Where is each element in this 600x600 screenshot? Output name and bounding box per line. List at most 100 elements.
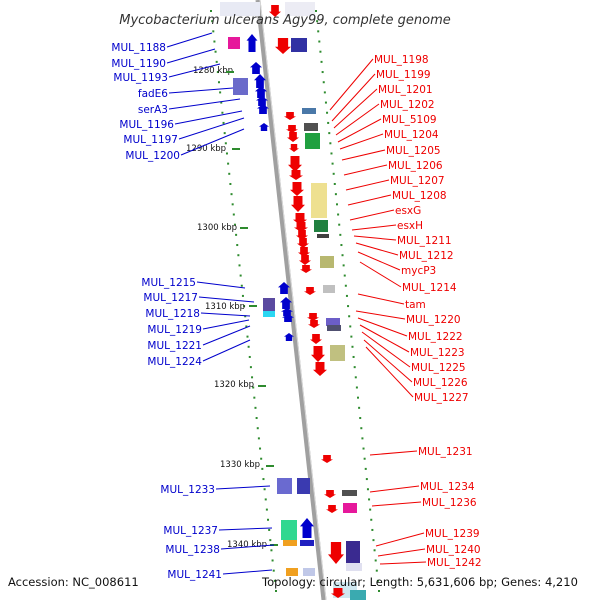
tick-dot-right — [329, 142, 332, 145]
tick-dot-left — [221, 111, 224, 114]
tick-dot-left — [211, 20, 214, 23]
tick-dot-right — [315, 10, 317, 12]
forward-gene-arrow — [250, 62, 262, 74]
tick-dot-left — [240, 284, 243, 287]
tick-dot-left — [233, 223, 236, 226]
tick-dot-left — [223, 132, 226, 135]
tick-dot-left — [239, 274, 242, 277]
feature-block — [317, 234, 329, 238]
gene-leader-forward — [202, 325, 251, 346]
gene-label-reverse: MUL_1212 — [399, 250, 454, 262]
tick-dot-left — [264, 498, 267, 501]
gene-leader-forward — [200, 312, 251, 317]
tick-dot-right — [373, 549, 376, 552]
feature-block — [326, 318, 340, 326]
feature-block — [327, 325, 341, 331]
gene-leader-reverse — [359, 261, 402, 288]
gene-leader-reverse — [357, 293, 405, 305]
reverse-gene-arrow — [269, 5, 281, 17]
feature-block — [297, 478, 310, 494]
tick-dot-left — [256, 427, 259, 430]
gene-label-forward: fadE6 — [138, 88, 168, 100]
tick-dot-right — [349, 325, 352, 328]
tick-dot-right — [339, 233, 342, 236]
reverse-gene-arrow — [289, 144, 299, 152]
gene-label-forward: MUL_1237 — [163, 525, 218, 537]
tick-dot-right — [332, 172, 335, 175]
tick-dot-right — [345, 294, 348, 297]
gene-label-reverse: MUL_1234 — [420, 481, 475, 493]
tick-dot-left — [265, 508, 268, 511]
tick-dot-left — [267, 518, 270, 521]
gene-leader-reverse — [335, 103, 380, 136]
reverse-gene-arrow — [294, 222, 308, 232]
tick-dot-right — [350, 335, 353, 338]
tick-dot-left — [216, 71, 219, 74]
backbone-line — [255, 0, 327, 600]
tick-dot-left — [269, 539, 272, 542]
kbp-tick-label: 1320 kbp — [214, 380, 254, 390]
forward-gene-arrow — [300, 518, 314, 538]
tick-dot-left — [268, 528, 271, 531]
gene-leader-reverse — [371, 501, 422, 507]
tick-dot-left — [224, 142, 227, 145]
forward-gene-arrow — [281, 308, 293, 316]
tick-dot-left — [247, 345, 250, 348]
feature-block — [330, 345, 345, 361]
gene-label-reverse: MUL_1202 — [380, 99, 435, 111]
reverse-gene-arrow — [297, 238, 309, 248]
tick-dot-right — [331, 162, 334, 165]
reverse-gene-arrow — [289, 170, 303, 180]
tick-dot-left — [252, 386, 255, 389]
tick-dot-left — [238, 264, 241, 267]
gene-label-reverse: MUL_1201 — [378, 84, 433, 96]
reverse-gene-arrow — [290, 182, 304, 196]
reverse-gene-arrow — [321, 455, 333, 463]
forward-gene-arrow — [282, 314, 294, 322]
tick-dot-right — [323, 91, 326, 94]
tick-dot-right — [343, 274, 346, 277]
kbp-tick-label: 1290 kbp — [186, 144, 226, 154]
gene-label-forward: MUL_1224 — [147, 356, 202, 368]
tick-dot-left — [271, 559, 274, 562]
gene-label-reverse: MUL_1198 — [374, 54, 429, 66]
feature-block — [220, 2, 260, 16]
tick-dot-left — [253, 396, 256, 399]
tick-dot-right — [330, 152, 333, 155]
tick-dot-left — [270, 549, 273, 552]
feature-block — [283, 540, 297, 546]
gene-label-forward: MUL_1190 — [111, 58, 166, 70]
tick-dot-left — [232, 213, 235, 216]
gene-leader-forward — [168, 63, 221, 78]
tick-dot-right — [355, 386, 358, 389]
tick-dot-left — [236, 244, 239, 247]
gene-label-reverse: MUL_1199 — [376, 69, 431, 81]
gene-label-forward: MUL_1217 — [143, 292, 198, 304]
gene-label-reverse: MUL_1206 — [388, 160, 443, 172]
tick-dot-right — [372, 539, 375, 542]
reverse-gene-arrow — [304, 287, 316, 295]
gene-label-forward: MUL_1218 — [145, 308, 200, 320]
gene-leader-forward — [168, 98, 241, 110]
gene-label-reverse: esxG — [395, 205, 421, 217]
tick-dot-right — [334, 193, 337, 196]
reverse-gene-arrow — [296, 230, 308, 240]
gene-leader-reverse — [351, 224, 397, 231]
tick-dot-left — [245, 325, 248, 328]
gene-label-reverse: MUL_1220 — [406, 314, 461, 326]
gene-leader-reverse — [365, 346, 414, 398]
gene-label-reverse: MUL_1223 — [410, 347, 465, 359]
gene-label-forward: MUL_1221 — [147, 340, 202, 352]
forward-gene-arrow — [254, 74, 266, 88]
tick-dot-left — [260, 457, 263, 460]
kbp-tick-label: 1300 kbp — [197, 223, 237, 233]
kbp-tick-label: 1340 kbp — [227, 540, 267, 550]
accession-label: Accession: NC_008611 — [8, 575, 139, 589]
feature-block — [286, 568, 298, 576]
reverse-gene-arrow — [328, 542, 344, 564]
tick-dot-right — [318, 40, 321, 43]
tick-dot-left — [229, 182, 232, 185]
feature-block — [263, 298, 275, 312]
tick-dot-left — [255, 417, 258, 420]
